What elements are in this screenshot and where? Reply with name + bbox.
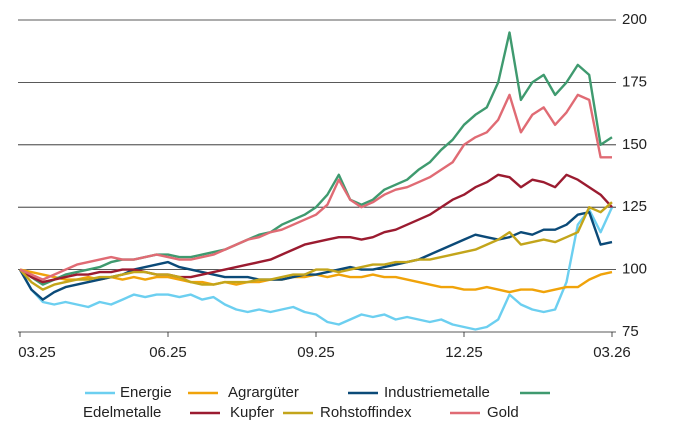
- y-tick-label: 75: [622, 323, 639, 340]
- y-tick-label: 175: [622, 73, 647, 90]
- y-tick-label: 125: [622, 198, 647, 215]
- legend-label: Rohstoffindex: [320, 404, 412, 421]
- series-line: [18, 211, 613, 301]
- y-tick-label: 200: [622, 11, 647, 28]
- x-tick-label: 03.26: [593, 344, 631, 361]
- x-tick-label: 09.25: [297, 344, 335, 361]
- series-line: [19, 31, 613, 286]
- legend-label: Agrargüter: [228, 384, 299, 401]
- legend-label: Energie: [120, 384, 172, 401]
- y-tick-label: 150: [622, 136, 647, 153]
- x-tick-label: 06.25: [149, 344, 187, 361]
- series-line: [18, 206, 614, 331]
- legend-label: Gold: [487, 404, 519, 421]
- series-line: [19, 173, 613, 284]
- legend-label: Kupfer: [230, 404, 274, 421]
- x-tick-label: 12.25: [445, 344, 483, 361]
- y-tick-label: 100: [622, 261, 647, 278]
- x-tick-label: 03.25: [18, 344, 56, 361]
- legend-label: Industriemetalle: [384, 384, 490, 401]
- legend-label: Edelmetalle: [83, 404, 161, 421]
- series-line: [19, 201, 613, 291]
- series-line: [19, 93, 612, 281]
